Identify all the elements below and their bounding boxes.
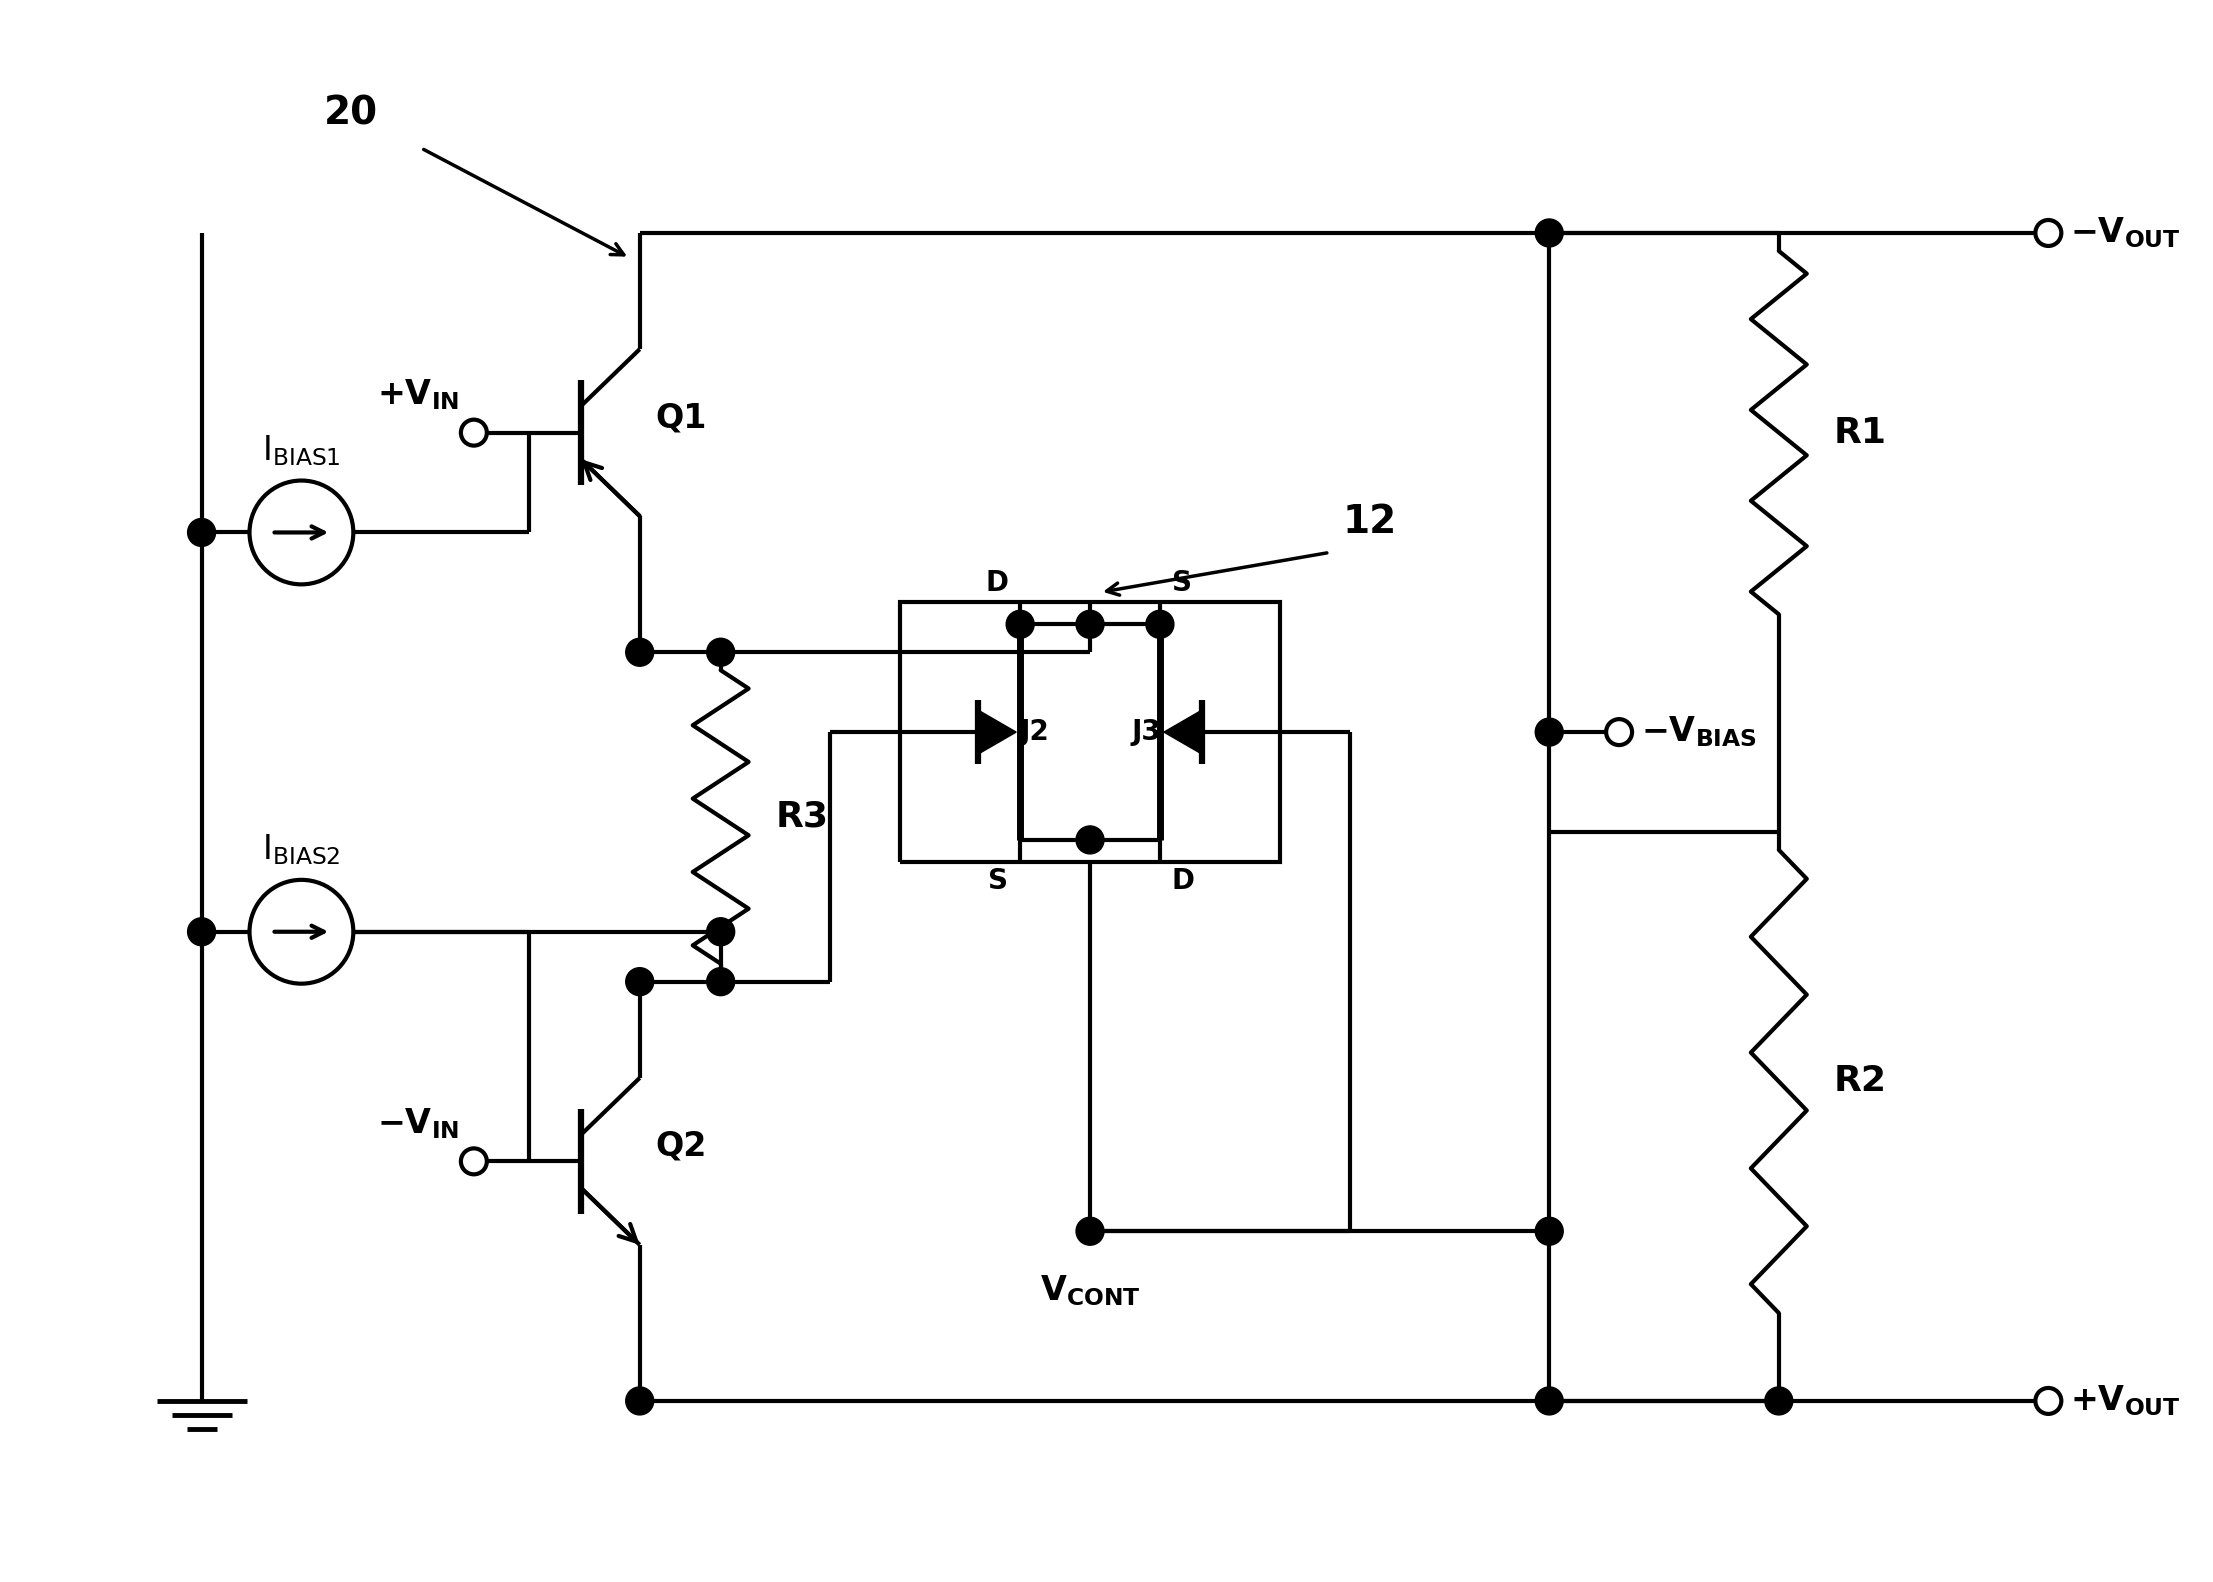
Text: R3: R3 [775,800,828,834]
Text: S: S [989,867,1009,895]
Circle shape [1076,1217,1104,1245]
Text: $\mathbf{+V_{OUT}}$: $\mathbf{+V_{OUT}}$ [2071,1384,2182,1419]
Text: 20: 20 [325,95,378,133]
Text: R1: R1 [1835,416,1888,449]
Circle shape [1007,611,1033,638]
Circle shape [1536,218,1562,247]
Circle shape [626,1387,653,1414]
Circle shape [1076,826,1104,854]
Polygon shape [978,710,1016,755]
Text: J2: J2 [1020,718,1049,747]
Circle shape [188,519,215,546]
Text: $\mathbf{-V_{IN}}$: $\mathbf{-V_{IN}}$ [376,1106,458,1141]
Text: $\mathbf{-V_{BIAS}}$: $\mathbf{-V_{BIAS}}$ [1642,715,1757,750]
Text: R2: R2 [1835,1065,1888,1098]
Circle shape [706,918,735,946]
Text: $\mathbf{+V_{IN}}$: $\mathbf{+V_{IN}}$ [376,378,458,411]
Circle shape [1764,1387,1793,1414]
Text: S: S [1173,570,1193,598]
Text: Q1: Q1 [655,402,708,433]
Text: D: D [985,570,1009,598]
Circle shape [706,968,735,995]
Circle shape [1146,611,1173,638]
Text: Q2: Q2 [655,1130,708,1163]
Circle shape [626,638,653,666]
Circle shape [188,918,215,946]
Circle shape [1536,718,1562,747]
Text: J3: J3 [1131,718,1162,747]
Text: $\mathrm{I_{BIAS1}}$: $\mathrm{I_{BIAS1}}$ [261,433,341,468]
Circle shape [626,968,653,995]
Circle shape [1536,1217,1562,1245]
Text: D: D [1173,867,1195,895]
Polygon shape [1164,710,1202,755]
Circle shape [1076,611,1104,638]
Circle shape [1536,1387,1562,1414]
Text: 12: 12 [1343,503,1396,541]
Text: $\mathrm{I_{BIAS2}}$: $\mathrm{I_{BIAS2}}$ [261,832,341,867]
Circle shape [706,638,735,666]
Text: $\mathbf{V_{CONT}}$: $\mathbf{V_{CONT}}$ [1040,1274,1140,1308]
Text: $\mathbf{-V_{OUT}}$: $\mathbf{-V_{OUT}}$ [2071,215,2182,250]
